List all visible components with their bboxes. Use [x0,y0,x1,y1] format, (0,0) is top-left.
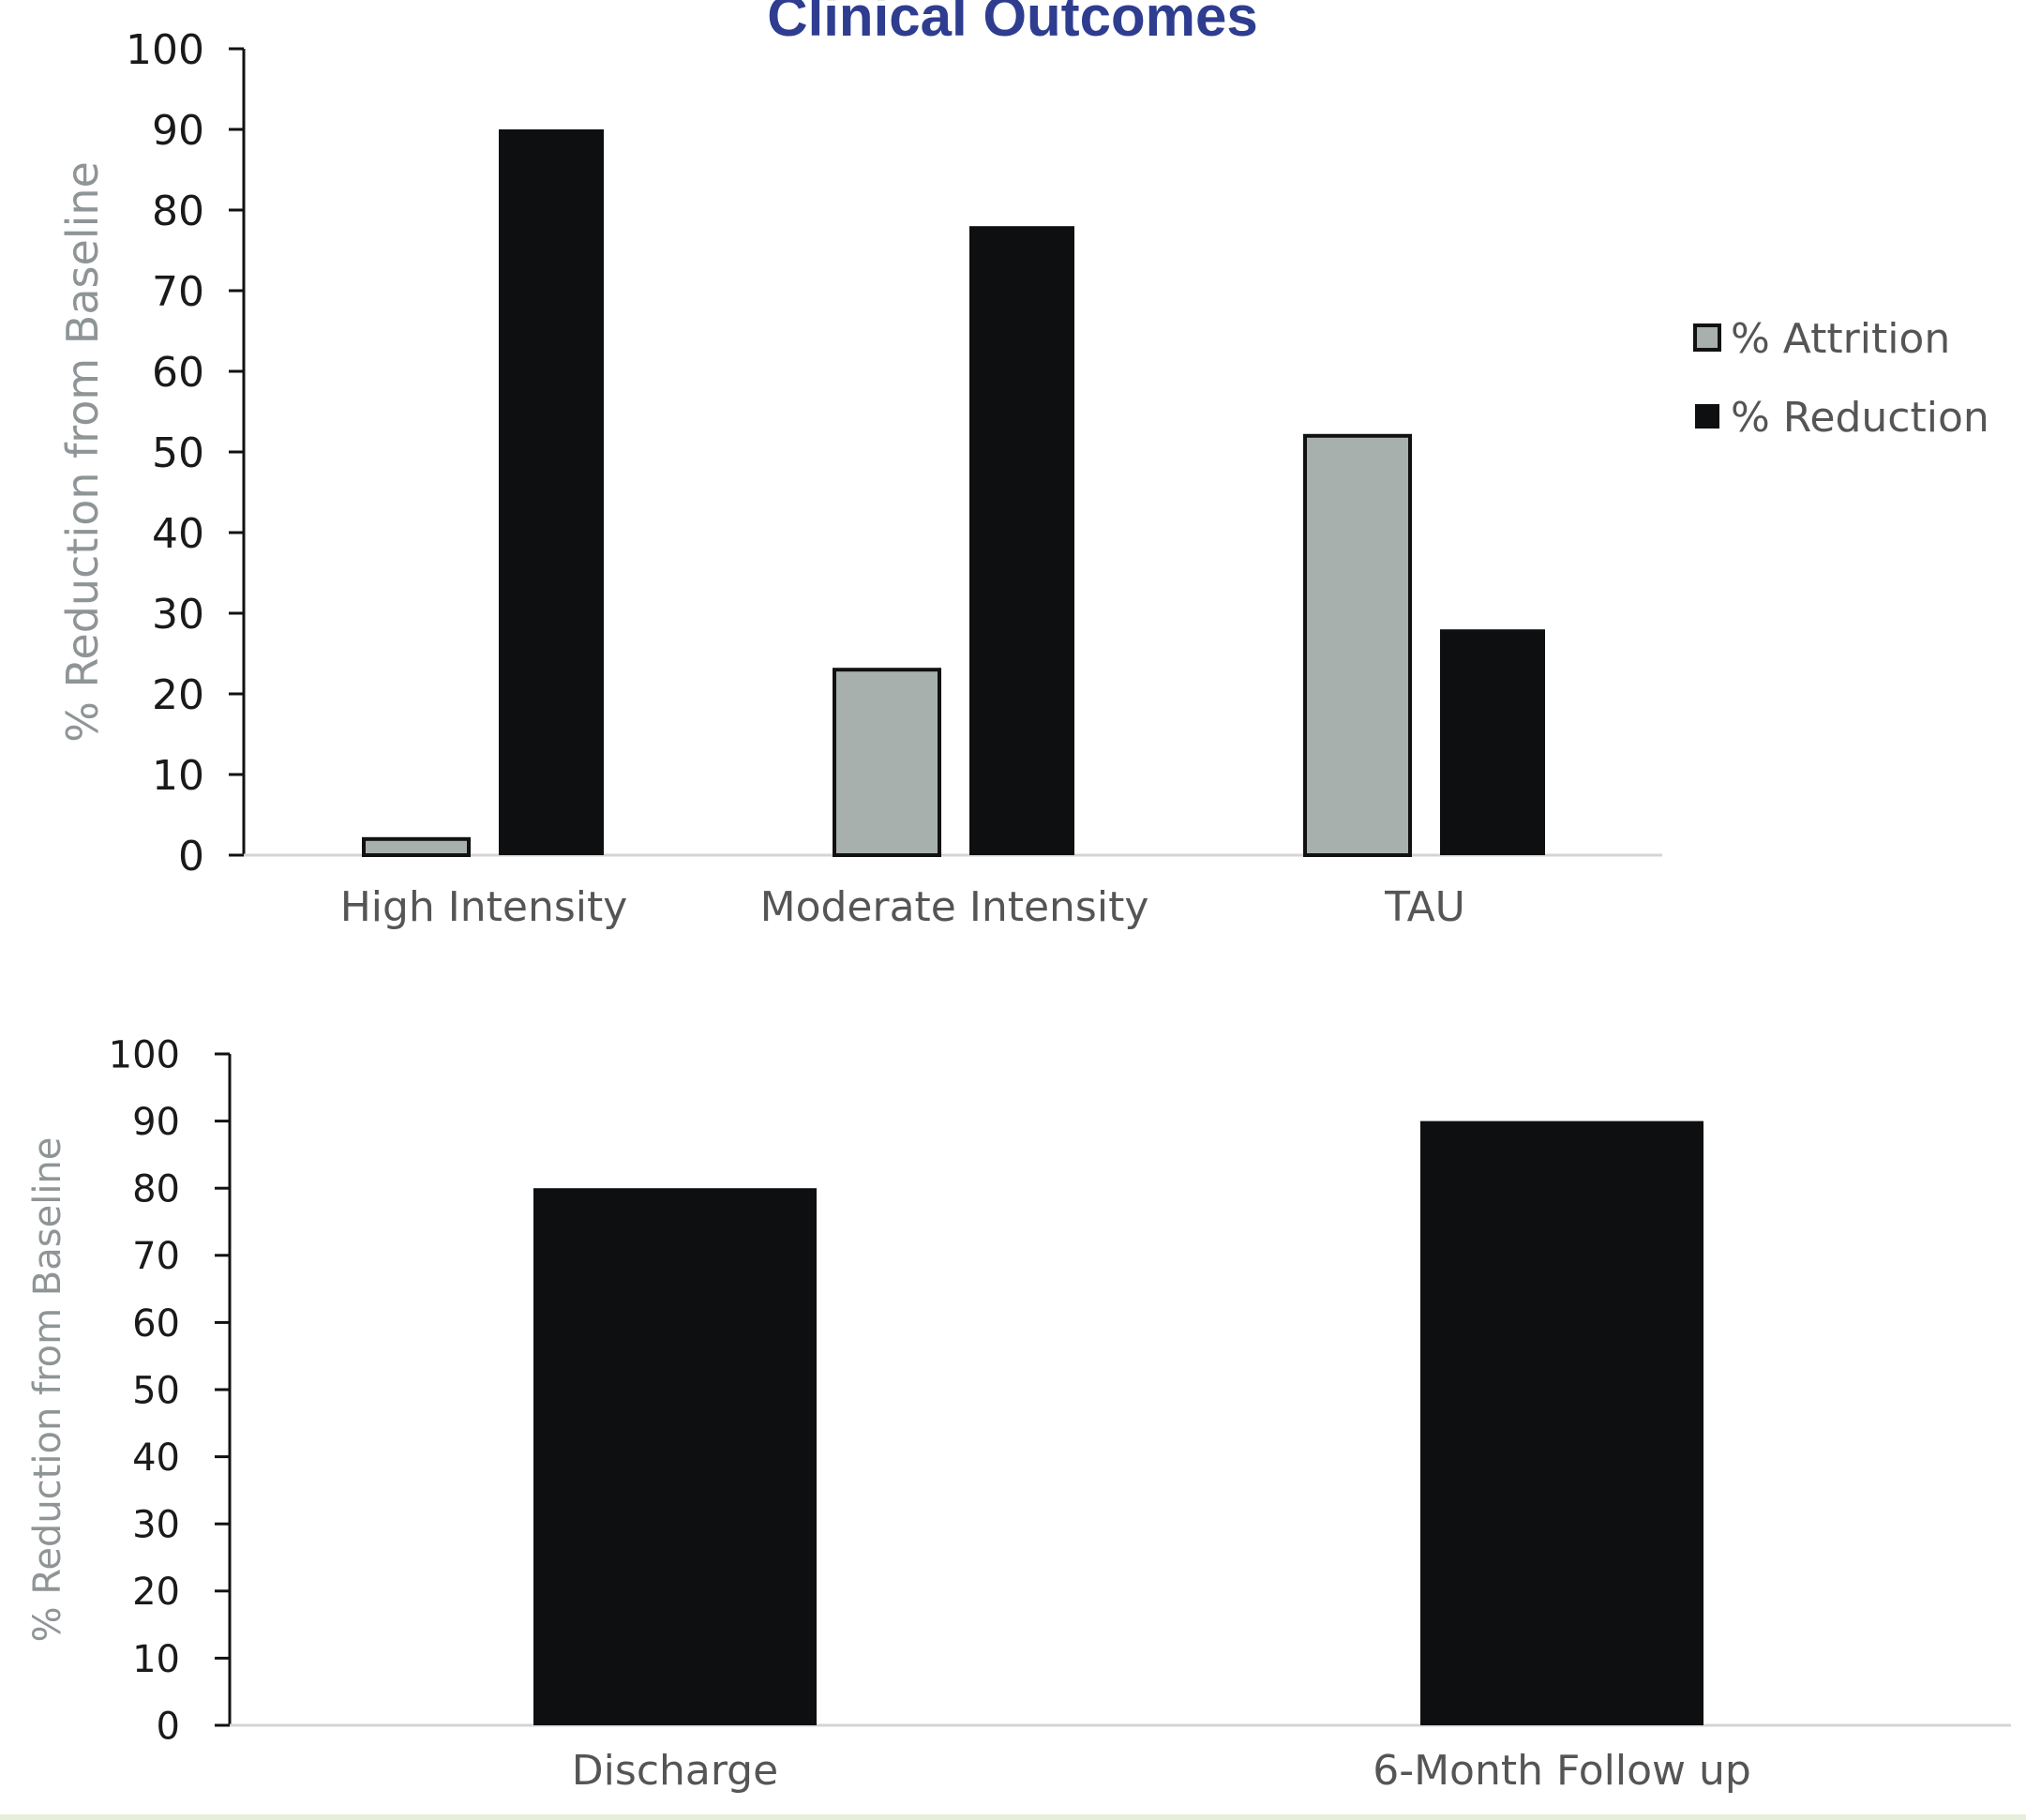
y-tick-label: 100 [126,26,204,74]
figure-title: Clinical Outcomes [767,0,1257,48]
y-tick-label: 40 [152,510,204,558]
y-tick-label: 50 [132,1369,180,1412]
y-tick-label: 40 [132,1436,180,1480]
y-tick-label: 50 [152,429,204,477]
x-category-label: 6-Month Follow up [1373,1747,1751,1795]
y-tick-label: 90 [152,107,204,155]
y-tick-label: 70 [132,1235,180,1278]
bar-reduction-high-intensity [499,129,604,855]
bar-attrition-high-intensity [362,836,471,857]
legend-label-reduction: % Reduction [1731,394,1989,442]
y-tick-label: 100 [109,1033,180,1076]
x-category-label: Moderate Intensity [760,883,1149,931]
y-tick-label: 60 [152,349,204,397]
bar-reduction-discharge [533,1188,817,1725]
legend-swatch-reduction [1695,404,1719,429]
x-category-label: High Intensity [340,883,628,931]
y-axis-label: % Reduction from Baseline [57,161,108,743]
bar-reduction-tau [1440,629,1545,855]
bottom-border-strip [0,1814,2026,1820]
y-tick-label: 10 [152,752,204,800]
x-category-label: TAU [1384,883,1465,931]
y-tick-label: 20 [132,1571,180,1614]
y-tick-label: 20 [152,671,204,719]
legend-swatch-attrition [1693,323,1721,352]
y-tick-label: 70 [152,268,204,316]
bottom-bar-chart: 0 10 20 30 40 50 60 70 80 90 100 % Reduction from B… [26,1033,2011,1795]
y-tick-label: 10 [132,1638,180,1681]
bar-reduction-moderate-intensity [969,226,1074,855]
y-axis-label: % Reduction from Baseline [26,1137,69,1643]
y-tick-label: 30 [152,591,204,639]
y-tick-label: 90 [132,1101,180,1144]
top-bar-chart: 0 10 20 30 40 50 60 70 80 90 100 % Reduction from B… [57,26,1989,931]
y-tick-label: 60 [132,1302,180,1346]
legend-label-attrition: % Attrition [1731,315,1950,363]
bar-attrition-moderate-intensity [833,668,941,858]
y-tick-label: 80 [152,188,204,235]
y-tick-label: 80 [132,1168,180,1211]
y-tick-label: 30 [132,1504,180,1547]
y-tick-label: 0 [157,1705,180,1748]
y-tick-label: 0 [178,833,204,880]
x-category-label: Discharge [572,1747,778,1795]
bar-attrition-tau [1303,433,1412,857]
bar-reduction-6-month-follow-up [1420,1121,1703,1725]
